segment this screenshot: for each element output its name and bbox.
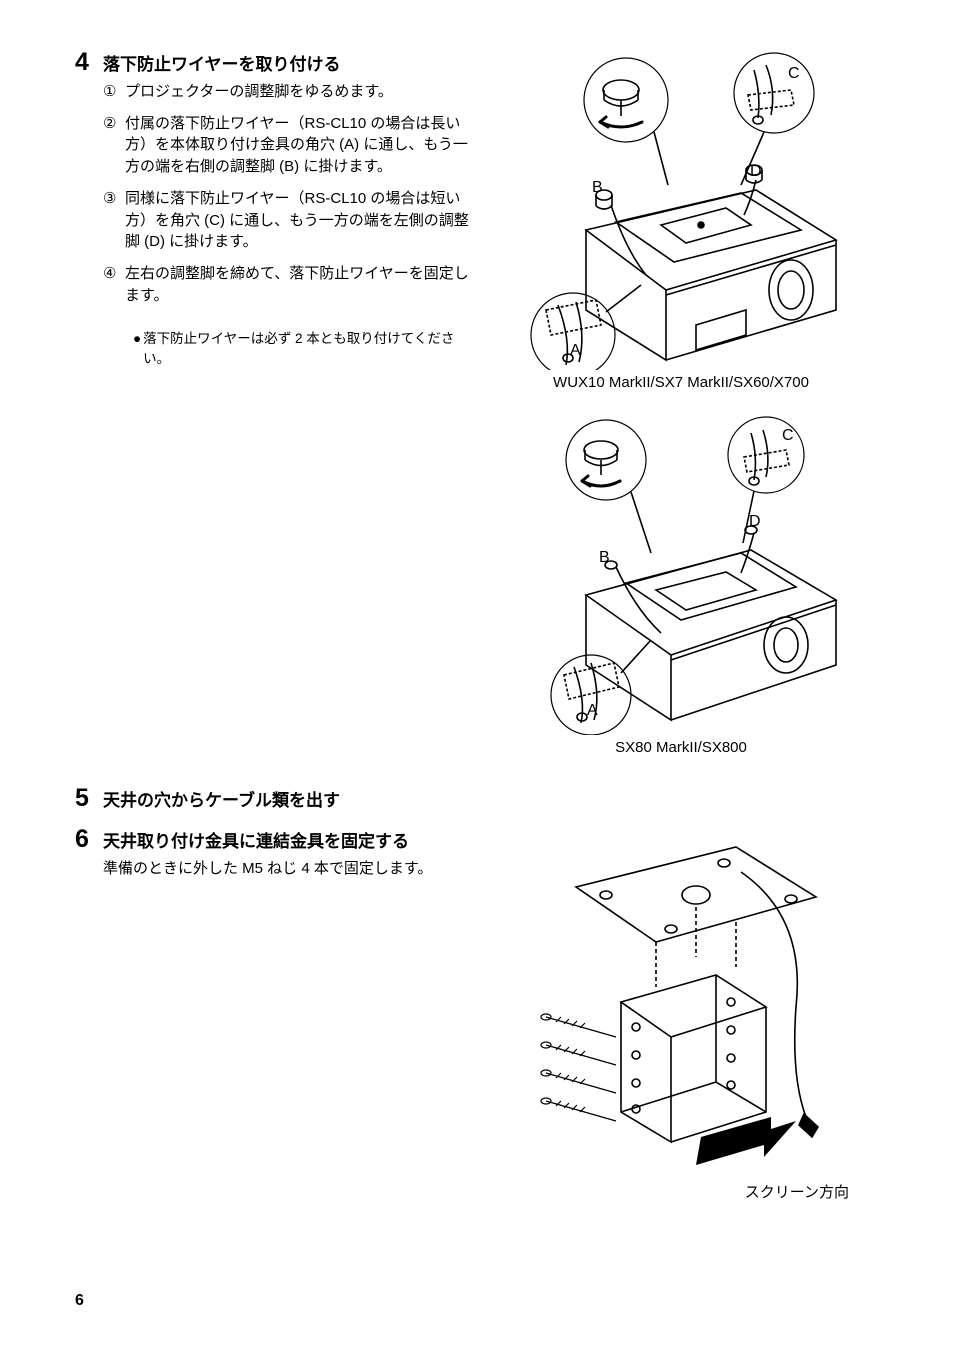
label-a: A [570, 342, 581, 359]
label-c: C [782, 427, 794, 444]
section-4-figures-column: C D B A WUX10 MarkII/SX7 MarkII/SX60/X70… [483, 50, 879, 756]
figure-1-caption: WUX10 MarkII/SX7 MarkII/SX60/X700 [483, 374, 879, 391]
step-4-note: ● 落下防止ワイヤーは必ず 2 本とも取り付けてください。 [133, 329, 475, 370]
note-text: 落下防止ワイヤーは必ず 2 本とも取り付けてください。 [143, 329, 475, 370]
projector-diagram-1-icon: C D B A [496, 50, 866, 370]
step-4-substeps: ① プロジェクターの調整脚をゆるめます。 ② 付属の落下防止ワイヤー（RS-CL… [103, 81, 475, 307]
substep-text: 同様に落下防止ワイヤー（RS-CL10 の場合は短い方）を角穴 (C) に通し、… [125, 188, 475, 253]
label-a: A [587, 702, 598, 719]
substep-text: プロジェクターの調整脚をゆるめます。 [125, 81, 475, 103]
step-6-body: 準備のときに外した M5 ねじ 4 本で固定します。 [103, 858, 475, 880]
figure-projector-wux10: C D B A WUX10 MarkII/SX7 MarkII/SX60/X70… [483, 50, 879, 391]
projector-diagram-2-icon: C D B A [496, 415, 866, 735]
substep-marker: ④ [103, 263, 125, 307]
figure-projector-sx80: C D B A SX80 MarkII/SX800 [483, 415, 879, 756]
label-b: B [592, 179, 603, 196]
label-b: B [599, 549, 610, 566]
ceiling-bracket-diagram-icon [506, 827, 856, 1177]
label-d: D [749, 513, 761, 530]
substep-text: 付属の落下防止ワイヤー（RS-CL10 の場合は長い方）を本体取り付け金具の角穴… [125, 113, 475, 178]
figure-2-caption: SX80 MarkII/SX800 [483, 739, 879, 756]
figure-ceiling-bracket: スクリーン方向 [483, 827, 879, 1202]
section-6: 6 天井取り付け金具に連結金具を固定する 準備のときに外した M5 ねじ 4 本… [75, 827, 879, 1202]
page-number: 6 [75, 1292, 84, 1310]
step-title-6: 天井取り付け金具に連結金具を固定する [103, 831, 409, 854]
figure-3-caption: スクリーン方向 [483, 1181, 879, 1202]
substep-marker: ③ [103, 188, 125, 253]
step-number-4: 4 [75, 50, 103, 75]
substep-marker: ① [103, 81, 125, 103]
section-5: 5 天井の穴からケーブル類を出す [75, 786, 879, 817]
substep-text: 左右の調整脚を締めて、落下防止ワイヤーを固定します。 [125, 263, 475, 307]
section-4: 4 落下防止ワイヤーを取り付ける ① プロジェクターの調整脚をゆるめます。 ② … [75, 50, 879, 756]
step-title-4: 落下防止ワイヤーを取り付ける [103, 54, 341, 77]
note-bullet: ● [133, 329, 141, 370]
section-4-text-column: 4 落下防止ワイヤーを取り付ける ① プロジェクターの調整脚をゆるめます。 ② … [75, 50, 475, 756]
label-c: C [788, 65, 800, 82]
step-title-5: 天井の穴からケーブル類を出す [103, 790, 340, 813]
step-number-6: 6 [75, 827, 103, 852]
label-d: D [750, 163, 762, 180]
substep-marker: ② [103, 113, 125, 178]
step-number-5: 5 [75, 786, 103, 811]
